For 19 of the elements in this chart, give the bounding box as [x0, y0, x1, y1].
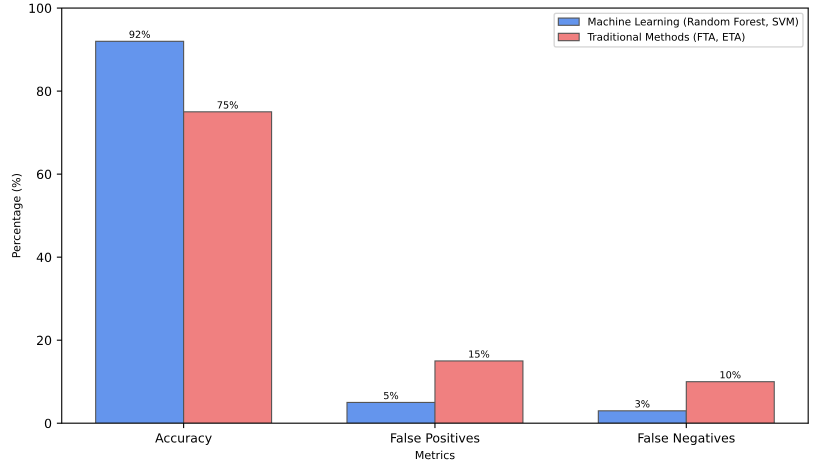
y-tick-label: 20	[37, 336, 52, 346]
x-tick-label: Accuracy	[155, 433, 212, 446]
x-tick-label: False Negatives	[638, 432, 735, 446]
data-label: 75%	[218, 101, 238, 109]
y-tick-label: 80	[36, 86, 52, 96]
data-label: 10%	[720, 371, 741, 378]
y-tick-label: 40	[36, 252, 52, 262]
x-axis-title: Metrics	[416, 450, 455, 460]
y-tick-label: 100	[30, 4, 52, 13]
data-label: 92%	[129, 30, 150, 38]
x-tick-label: False Positives	[391, 432, 480, 443]
data-label: 3%	[635, 400, 650, 408]
y-axis-title: Percentage (%)	[12, 174, 23, 258]
data-label: 5%	[384, 392, 398, 400]
legend-label: Traditional Methods (FTA, ETA)	[587, 32, 744, 42]
y-tick-label: 0	[44, 418, 52, 428]
data-label: 15%	[469, 350, 490, 358]
legend-label: Machine Learning (Random Forest, SVM)	[588, 17, 798, 28]
y-tick-label: 60	[36, 170, 52, 180]
